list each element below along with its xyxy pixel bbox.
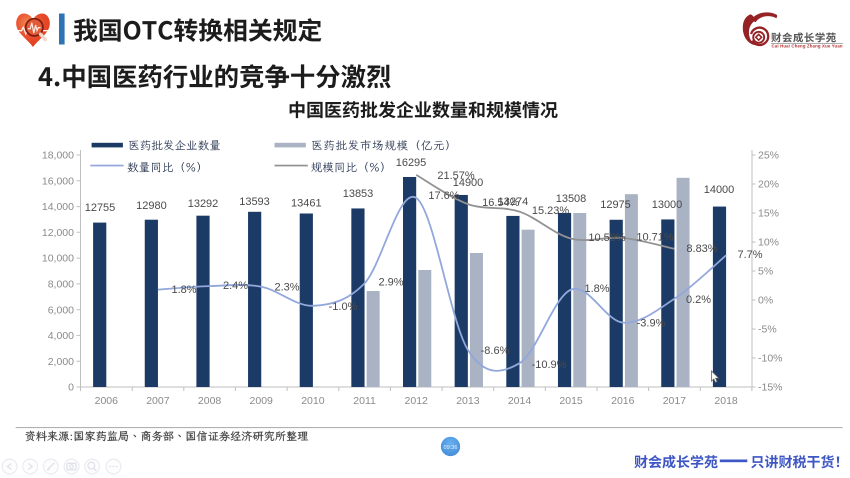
svg-text:13593: 13593 xyxy=(239,196,270,208)
svg-text:14900: 14900 xyxy=(453,177,484,189)
svg-text:17.6%: 17.6% xyxy=(428,190,459,202)
svg-text:0.2%: 0.2% xyxy=(686,294,711,306)
svg-text:-10.9%: -10.9% xyxy=(532,359,567,371)
svg-text:-3.9%: -3.9% xyxy=(637,317,666,329)
svg-text:-8.6%: -8.6% xyxy=(481,345,510,357)
svg-text:12,000: 12,000 xyxy=(42,227,74,239)
svg-text:8.83%: 8.83% xyxy=(686,243,717,255)
svg-text:6,000: 6,000 xyxy=(48,304,74,316)
svg-text:10.59%: 10.59% xyxy=(588,232,626,244)
svg-text:16295: 16295 xyxy=(396,157,427,169)
svg-text:2012: 2012 xyxy=(405,395,429,407)
svg-text:2015: 2015 xyxy=(559,395,583,407)
svg-text:2.3%: 2.3% xyxy=(274,281,299,293)
svg-text:18,000: 18,000 xyxy=(42,150,74,162)
svg-text:20%: 20% xyxy=(758,179,779,191)
svg-text:13853: 13853 xyxy=(343,188,374,200)
svg-text:10,000: 10,000 xyxy=(42,253,74,265)
svg-text:15%: 15% xyxy=(758,208,779,220)
svg-text:2011: 2011 xyxy=(353,395,376,407)
svg-text:13274: 13274 xyxy=(498,196,529,208)
svg-text:21.57%: 21.57% xyxy=(437,170,475,182)
svg-text:-10%: -10% xyxy=(758,353,783,365)
svg-text:1.8%: 1.8% xyxy=(171,284,196,296)
svg-text:2010: 2010 xyxy=(301,395,325,407)
svg-text:12980: 12980 xyxy=(136,200,167,212)
svg-text:7.7%: 7.7% xyxy=(737,249,762,261)
svg-text:09:36: 09:36 xyxy=(444,445,458,451)
svg-text:13508: 13508 xyxy=(556,193,587,205)
svg-text:2,000: 2,000 xyxy=(48,356,74,368)
svg-text:-5%: -5% xyxy=(758,324,777,336)
svg-text:0: 0 xyxy=(68,382,74,394)
svg-text:2014: 2014 xyxy=(508,395,532,407)
svg-text:2013: 2013 xyxy=(456,395,480,407)
svg-text:2009: 2009 xyxy=(250,395,274,407)
svg-text:2007: 2007 xyxy=(146,395,170,407)
svg-text:16,000: 16,000 xyxy=(42,175,74,187)
svg-text:10%: 10% xyxy=(758,237,779,249)
svg-text:8,000: 8,000 xyxy=(48,279,74,291)
svg-text:1.8%: 1.8% xyxy=(584,283,609,295)
svg-text:12755: 12755 xyxy=(85,202,116,214)
svg-text:2016: 2016 xyxy=(611,395,635,407)
svg-text:-1.0%: -1.0% xyxy=(329,301,358,313)
svg-text:25%: 25% xyxy=(758,150,779,162)
svg-text:14,000: 14,000 xyxy=(42,201,74,213)
svg-text:13000: 13000 xyxy=(652,199,683,211)
svg-text:16.54%: 16.54% xyxy=(482,197,520,209)
svg-text:-15%: -15% xyxy=(758,382,783,394)
svg-text:12975: 12975 xyxy=(600,199,631,211)
svg-text:2.4%: 2.4% xyxy=(223,280,248,292)
svg-text:2006: 2006 xyxy=(95,395,119,407)
svg-text:0%: 0% xyxy=(758,295,773,307)
svg-text:10.71%: 10.71% xyxy=(636,231,674,243)
svg-text:13292: 13292 xyxy=(188,198,219,210)
svg-text:5%: 5% xyxy=(758,266,773,278)
svg-text:Cai Huai Cheng Zhang Xue Yuan: Cai Huai Cheng Zhang Xue Yuan xyxy=(772,43,843,48)
svg-text:2017: 2017 xyxy=(663,395,687,407)
svg-text:14000: 14000 xyxy=(704,184,735,196)
svg-text:15.23%: 15.23% xyxy=(532,205,570,217)
svg-text:4,000: 4,000 xyxy=(48,330,74,342)
svg-text:2018: 2018 xyxy=(714,395,738,407)
svg-text:2.9%: 2.9% xyxy=(378,277,403,289)
svg-text:13461: 13461 xyxy=(291,197,322,209)
svg-text:2008: 2008 xyxy=(198,395,222,407)
